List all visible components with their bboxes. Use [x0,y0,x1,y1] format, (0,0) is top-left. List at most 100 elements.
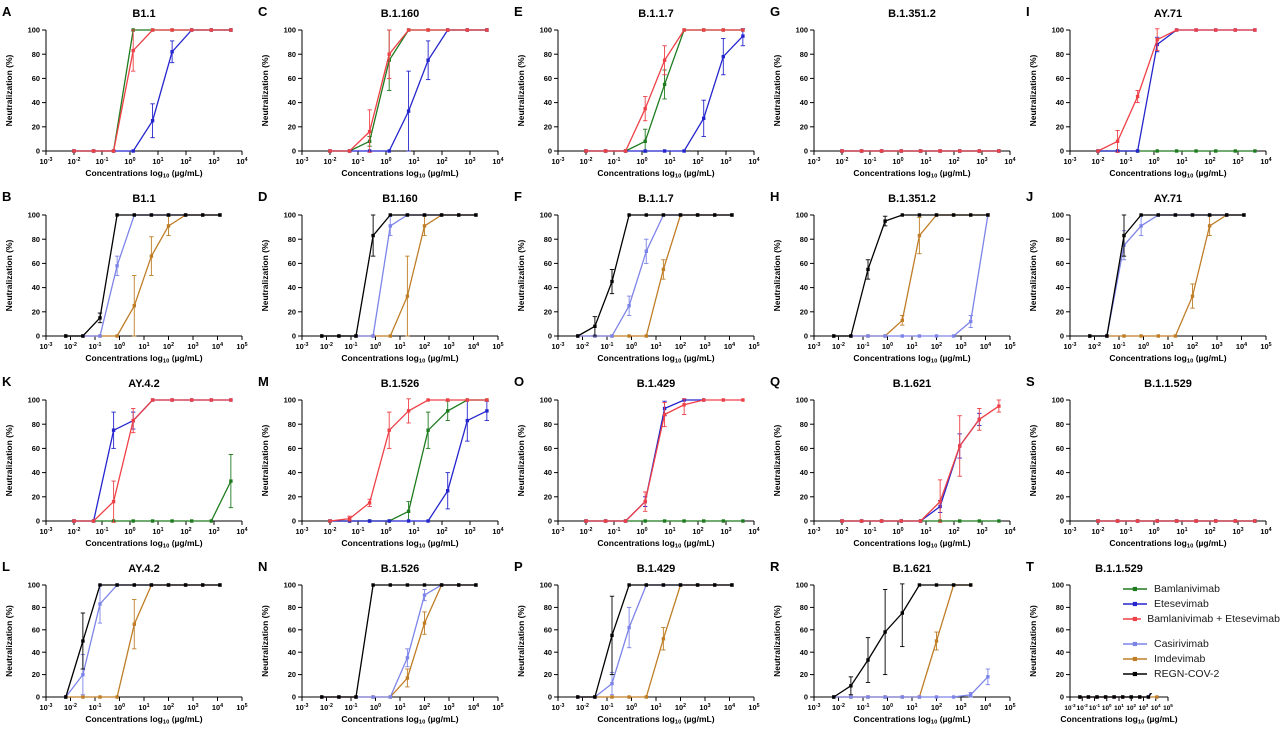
x-axis-label: Concentrations log10 (µg/mL) [85,168,202,180]
legend-label: Imdevimab [1154,652,1206,665]
y-axis-label: Neutralization (%) [260,424,270,496]
svg-text:10-1: 10-1 [857,342,870,351]
svg-text:100: 100 [1148,157,1159,166]
y-axis-label: Neutralization (%) [260,605,270,677]
x-tick-labels: 10-3 10-2 10-1 100 101 102 103 104 105 [808,703,1016,712]
legend-group-1: Bamlanivimab Etesevimab Bamlanivimab + Ete… [1122,581,1280,626]
svg-text:100: 100 [284,211,296,220]
svg-text:80: 80 [544,50,552,59]
svg-text:100: 100 [540,211,552,220]
axes [1066,29,1267,155]
panel-title: AY.71 [1154,8,1182,20]
svg-text:102: 102 [180,157,191,166]
svg-text:100: 100 [1052,581,1064,590]
x-axis-label: Concentrations log10 (µg/mL) [597,353,714,365]
svg-text:102: 102 [163,342,174,351]
svg-text:10-3: 10-3 [552,157,565,166]
axes [554,29,755,155]
series-regn [576,583,734,699]
chart-K: K AY.4.2 0 20 40 60 80 100 10-3 10-2 10-1 100 101 102… [2,374,248,550]
svg-text:104: 104 [748,527,759,536]
svg-text:40: 40 [32,98,40,107]
svg-text:20: 20 [800,492,808,501]
y-axis-label: Neutralization (%) [1028,605,1038,677]
svg-text:10-1: 10-1 [1113,342,1126,351]
svg-text:10-3: 10-3 [40,527,53,536]
svg-text:80: 80 [288,50,296,59]
svg-text:100: 100 [124,157,135,166]
svg-text:102: 102 [1126,703,1136,712]
svg-text:10-3: 10-3 [552,527,565,536]
y-axis-label: Neutralization (%) [4,54,14,126]
svg-text:40: 40 [800,283,808,292]
legend-swatch-etesevimab [1123,601,1147,606]
y-axis-label: Neutralization (%) [516,605,526,677]
svg-text:10-2: 10-2 [832,703,845,712]
svg-text:10-3: 10-3 [40,157,53,166]
svg-text:0: 0 [804,147,808,156]
svg-text:100: 100 [284,26,296,35]
series-etesevimab [72,28,233,153]
svg-text:60: 60 [288,625,296,634]
svg-text:103: 103 [720,157,731,166]
svg-text:102: 102 [931,342,942,351]
svg-text:80: 80 [800,235,808,244]
axes [1066,399,1267,525]
legend-label: Bamlanivimab [1154,582,1220,595]
svg-text:0: 0 [804,693,808,702]
svg-text:60: 60 [1056,625,1064,634]
series-casirivimab [320,583,478,699]
svg-text:80: 80 [544,603,552,612]
svg-text:104: 104 [468,703,479,712]
series-imdevimab [64,213,222,338]
legend-item-regn: REGN-COV-2 [1122,666,1280,681]
x-tick-labels: 10-3 10-2 10-1 100 101 102 103 104 105 [552,703,760,712]
svg-text:103: 103 [1232,527,1243,536]
y-tick-labels: 0 20 40 60 80 100 [284,211,296,341]
panel-letter: Q [770,374,780,389]
series-etesevimab [328,28,489,153]
svg-text:103: 103 [955,703,966,712]
svg-text:20: 20 [32,670,40,679]
panel-letter: L [2,559,10,574]
panel-title: B.1.160 [381,8,420,20]
svg-text:100: 100 [892,157,903,166]
svg-text:104: 104 [1004,157,1015,166]
svg-text:0: 0 [548,332,552,341]
svg-text:10-3: 10-3 [808,527,821,536]
svg-text:20: 20 [288,670,296,679]
svg-text:40: 40 [544,468,552,477]
y-axis-label: Neutralization (%) [516,239,526,311]
svg-text:60: 60 [288,259,296,268]
svg-text:102: 102 [180,527,191,536]
y-tick-labels: 0 20 40 60 80 100 [796,26,808,156]
svg-text:10-2: 10-2 [320,703,333,712]
svg-text:100: 100 [28,211,40,220]
panel-O: O B.1.429 0 20 40 60 80 100 10-3 10-2 10-1 100 101 10… [512,370,768,555]
y-tick-labels: 0 20 40 60 80 100 [540,211,552,341]
legend-swatch-casirivimab [1123,641,1147,646]
panel-title: B.1.1.529 [1095,563,1143,575]
svg-text:60: 60 [544,444,552,453]
svg-text:80: 80 [1056,50,1064,59]
x-axis-label: Concentrations log10 (µg/mL) [597,538,714,550]
svg-text:100: 100 [28,396,40,405]
svg-text:100: 100 [370,703,381,712]
x-axis-label: Concentrations log10 (µg/mL) [853,168,970,180]
x-axis-label: Concentrations log10 (µg/mL) [597,168,714,180]
svg-text:101: 101 [138,703,149,712]
svg-text:100: 100 [540,581,552,590]
panel-title: AY.4.2 [128,563,159,575]
axes [1066,214,1267,340]
legend-item-combo: Bamlanivimab + Etesevimab [1122,611,1280,626]
panel-letter: T [1026,559,1034,574]
svg-text:0: 0 [1060,517,1064,526]
svg-text:20: 20 [800,122,808,131]
svg-text:100: 100 [1052,396,1064,405]
panel-D: D B1.160 0 20 40 60 80 100 10-3 10-2 10-1 100 101 102… [256,185,512,370]
svg-text:100: 100 [540,26,552,35]
svg-text:101: 101 [1176,157,1187,166]
svg-text:80: 80 [32,50,40,59]
legend-group-2: Casirivimab Imdevimab REGN-COV-2 [1122,636,1280,681]
